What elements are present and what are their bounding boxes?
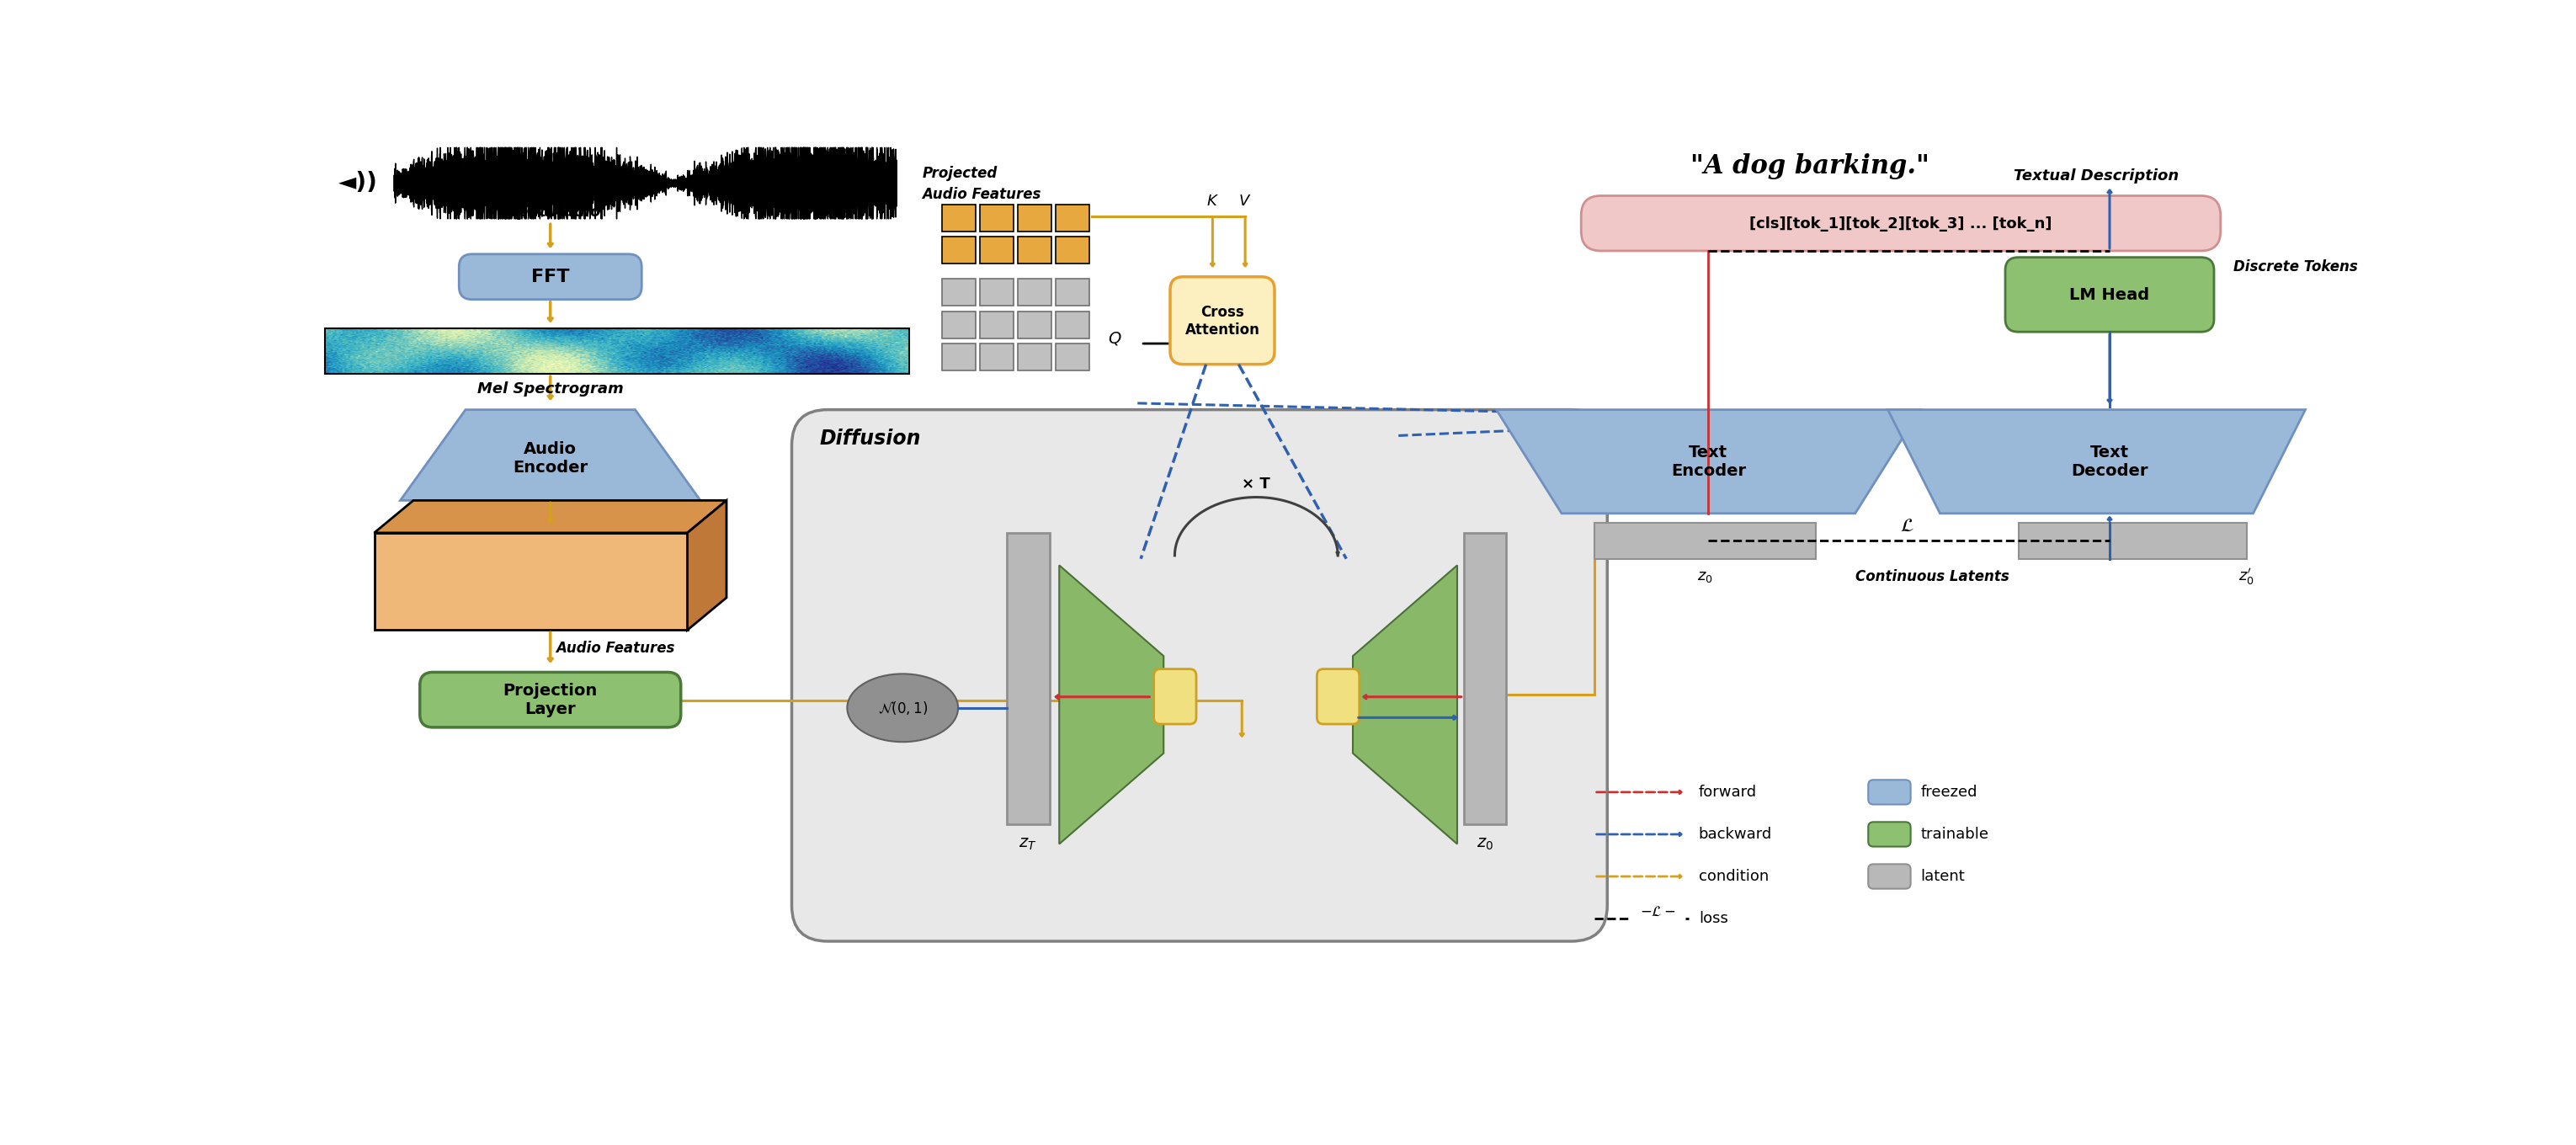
Text: $z_0'$: $z_0'$ xyxy=(2239,567,2254,587)
Bar xyxy=(943,311,976,339)
Bar xyxy=(979,278,1012,306)
Text: $z_0$: $z_0$ xyxy=(1476,836,1494,852)
FancyBboxPatch shape xyxy=(1170,277,1275,364)
Bar xyxy=(1018,278,1051,306)
Text: $-\mathcal{L}-$: $-\mathcal{L}-$ xyxy=(1641,905,1677,919)
Text: condition: condition xyxy=(1698,869,1770,884)
Text: $z_0$: $z_0$ xyxy=(1698,569,1713,584)
Text: × T: × T xyxy=(1242,476,1270,492)
Polygon shape xyxy=(374,500,726,532)
Text: Mel Spectrogram: Mel Spectrogram xyxy=(477,381,623,396)
Bar xyxy=(1056,278,1090,306)
Text: $Q$: $Q$ xyxy=(1108,330,1123,347)
Polygon shape xyxy=(1352,566,1458,844)
Text: $V$: $V$ xyxy=(1239,194,1252,208)
Bar xyxy=(943,237,976,263)
Bar xyxy=(979,311,1012,339)
Bar xyxy=(1056,344,1090,371)
Bar xyxy=(943,278,976,306)
Text: Audio
Encoder: Audio Encoder xyxy=(513,441,587,475)
Bar xyxy=(1056,237,1090,263)
Polygon shape xyxy=(1888,410,2306,513)
Bar xyxy=(979,204,1012,231)
Text: latent: latent xyxy=(1922,869,1965,884)
Bar xyxy=(2017,523,2246,559)
FancyBboxPatch shape xyxy=(1868,864,1911,889)
Text: Textual Description: Textual Description xyxy=(2014,168,2179,184)
FancyBboxPatch shape xyxy=(1868,822,1911,846)
Text: $\mathcal{N}(0,1)$: $\mathcal{N}(0,1)$ xyxy=(878,700,927,717)
Bar xyxy=(1018,204,1051,231)
Text: Projected: Projected xyxy=(922,166,997,181)
Bar xyxy=(979,344,1012,371)
Text: loss: loss xyxy=(1698,911,1728,926)
Text: Audio Features: Audio Features xyxy=(556,641,675,656)
Bar xyxy=(1007,532,1048,824)
Bar xyxy=(374,532,688,630)
Text: "A dog barking.": "A dog barking." xyxy=(1690,153,1929,180)
Text: forward: forward xyxy=(1698,784,1757,799)
Bar xyxy=(1056,204,1090,231)
Polygon shape xyxy=(399,410,701,500)
FancyBboxPatch shape xyxy=(1582,196,2221,251)
Text: Input Audio: Input Audio xyxy=(500,204,600,220)
Text: freezed: freezed xyxy=(1922,784,1978,799)
Text: $z_T$: $z_T$ xyxy=(1020,836,1038,852)
Bar xyxy=(1595,523,1816,559)
Text: Continuous Latents: Continuous Latents xyxy=(1855,569,2009,584)
Text: $\mathcal{L}$: $\mathcal{L}$ xyxy=(1901,518,1914,535)
Polygon shape xyxy=(1059,566,1164,844)
Text: LM Head: LM Head xyxy=(2069,287,2148,303)
Bar xyxy=(943,204,976,231)
Bar xyxy=(943,344,976,371)
Bar xyxy=(325,329,909,374)
Bar xyxy=(1056,311,1090,339)
Bar xyxy=(1463,532,1507,824)
Bar xyxy=(1018,237,1051,263)
Bar xyxy=(979,237,1012,263)
FancyBboxPatch shape xyxy=(1154,669,1195,724)
FancyBboxPatch shape xyxy=(791,410,1607,941)
Text: [cls][tok_1][tok_2][tok_3] ... [tok_n]: [cls][tok_1][tok_2][tok_3] ... [tok_n] xyxy=(1749,216,2053,231)
Text: Diffusion: Diffusion xyxy=(819,428,920,449)
Polygon shape xyxy=(1497,410,1922,513)
Polygon shape xyxy=(688,500,726,630)
Text: Text
Encoder: Text Encoder xyxy=(1672,444,1747,479)
FancyBboxPatch shape xyxy=(1868,780,1911,805)
FancyBboxPatch shape xyxy=(420,672,680,727)
Bar xyxy=(1018,344,1051,371)
Text: ◄)): ◄)) xyxy=(337,171,379,195)
Text: FFT: FFT xyxy=(531,268,569,285)
Text: Cross
Attention: Cross Attention xyxy=(1185,305,1260,337)
Text: $K$: $K$ xyxy=(1206,194,1218,208)
Ellipse shape xyxy=(848,674,958,742)
Text: Text
Decoder: Text Decoder xyxy=(2071,444,2148,479)
Text: trainable: trainable xyxy=(1922,827,1989,842)
Text: backward: backward xyxy=(1698,827,1772,842)
Text: Discrete Tokens: Discrete Tokens xyxy=(2233,260,2357,275)
FancyBboxPatch shape xyxy=(1316,669,1360,724)
Bar xyxy=(1018,311,1051,339)
Text: Audio Features: Audio Features xyxy=(922,187,1041,202)
FancyBboxPatch shape xyxy=(2004,258,2213,332)
FancyBboxPatch shape xyxy=(459,254,641,300)
Text: Projection
Layer: Projection Layer xyxy=(502,682,598,718)
